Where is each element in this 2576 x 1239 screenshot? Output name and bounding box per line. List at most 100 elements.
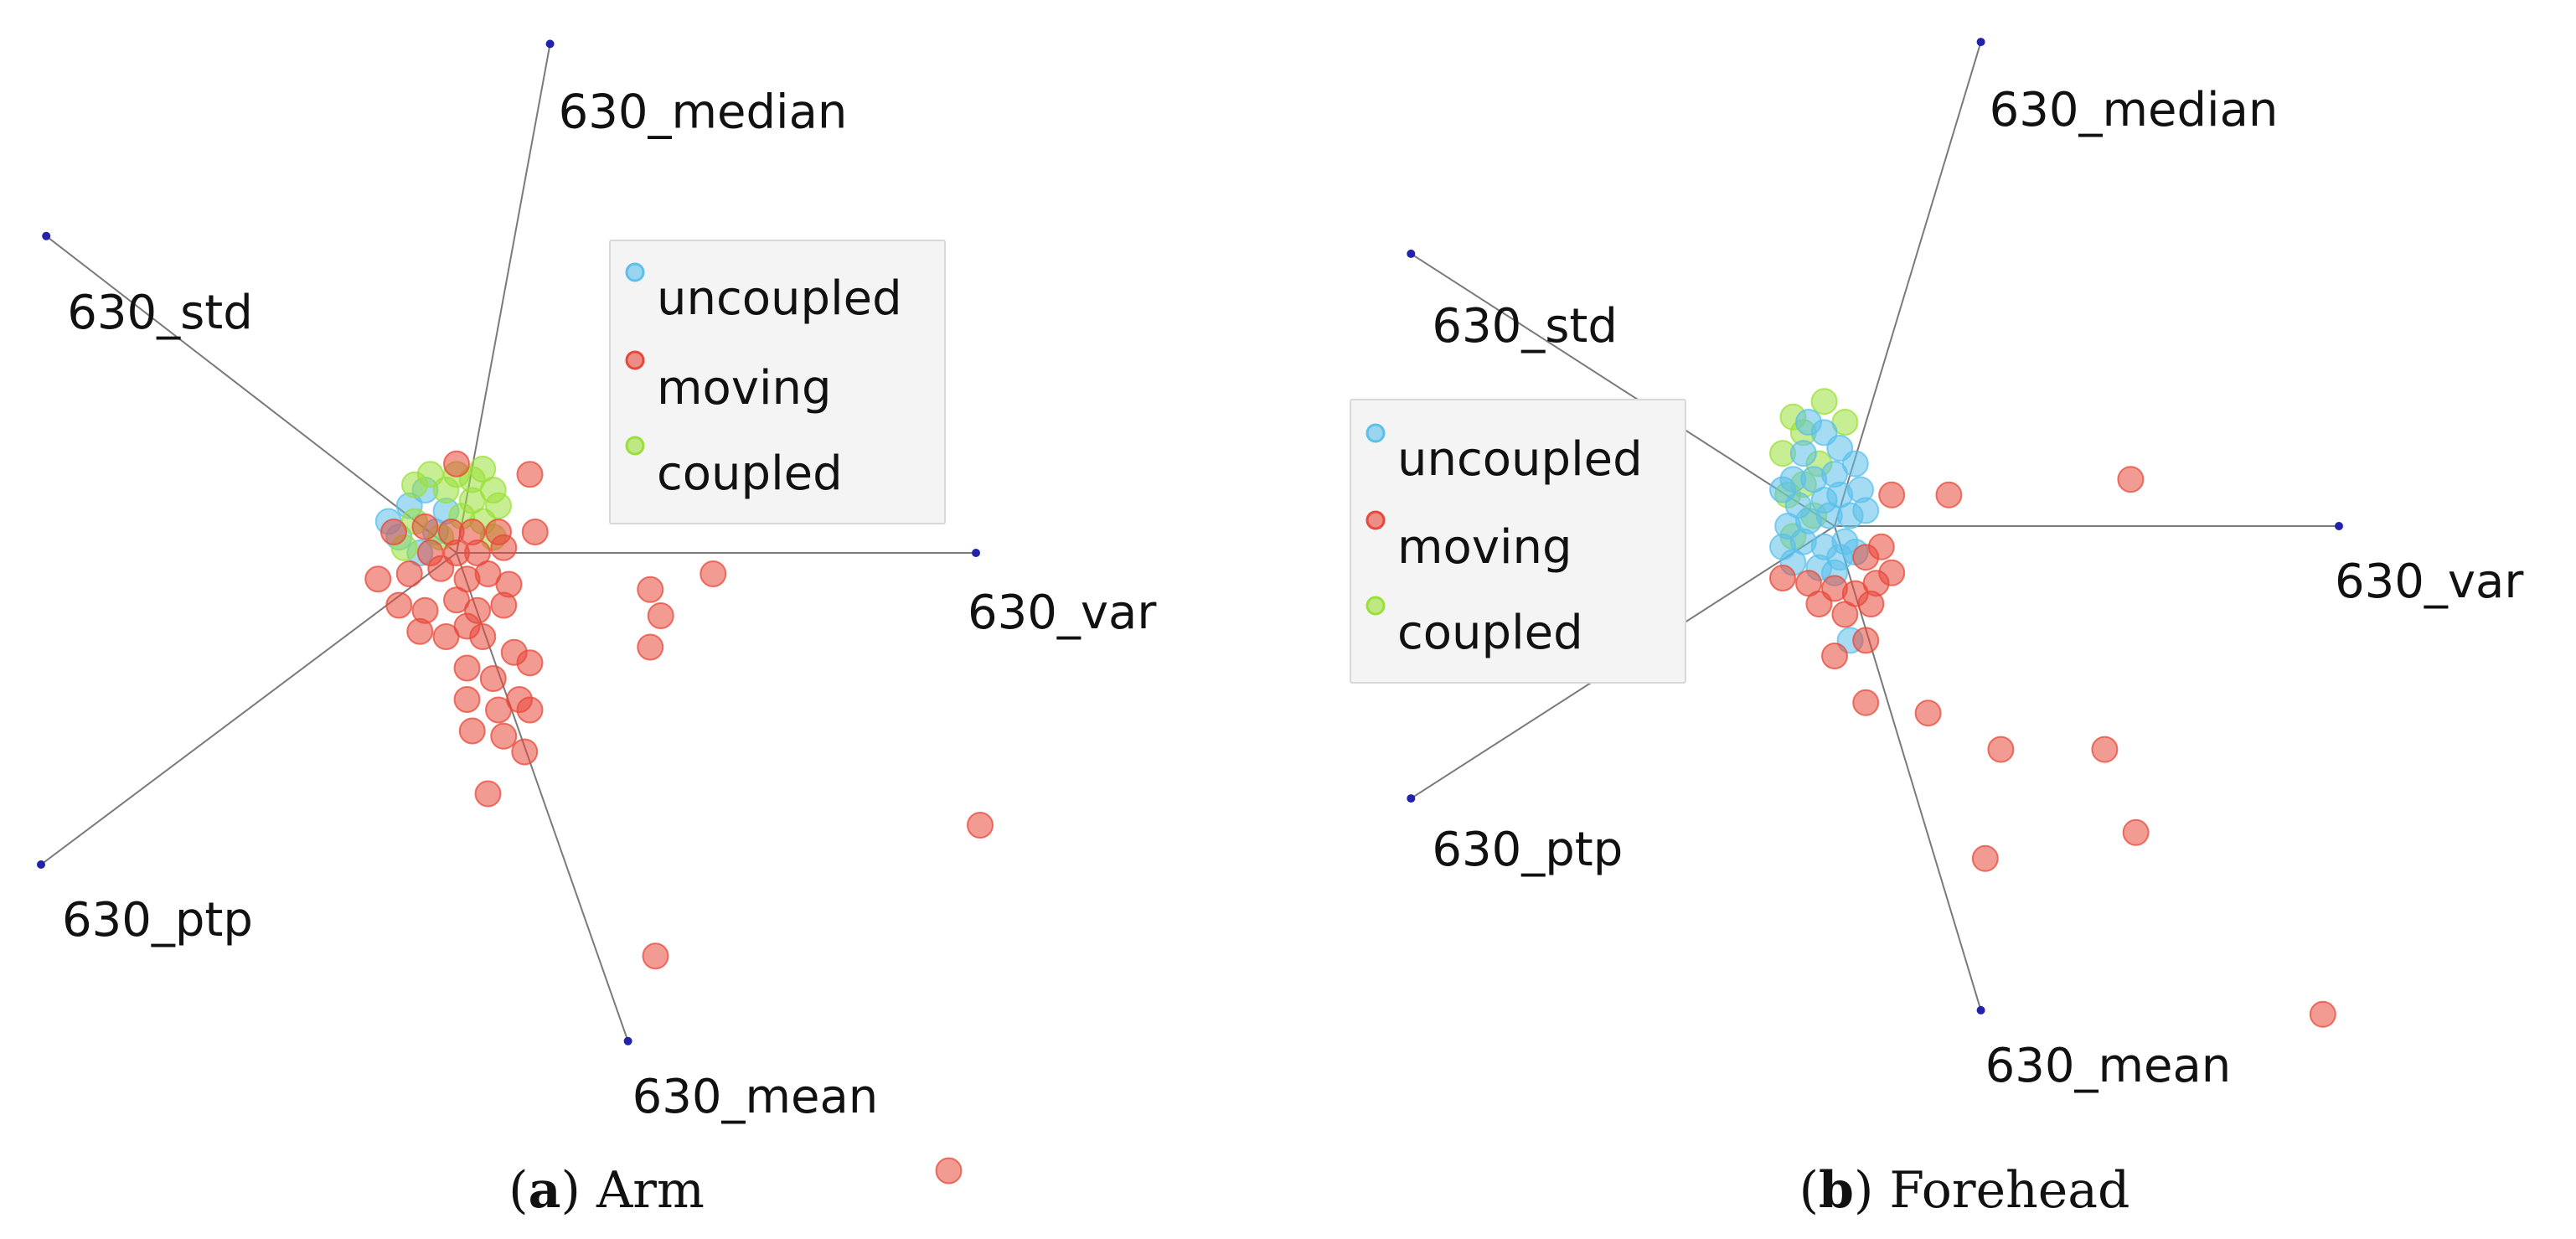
point-moving-22 xyxy=(2309,1000,2336,1028)
point-moving-17 xyxy=(1914,700,1942,727)
points-layer xyxy=(1769,388,2336,1028)
point-uncoupled-2 xyxy=(1795,409,1822,436)
axis-anchor-630_var xyxy=(2335,522,2343,530)
point-moving-43 xyxy=(967,812,994,839)
point-moving-13 xyxy=(395,560,423,587)
legend-marker-coupled xyxy=(1365,596,1386,616)
point-moving-38 xyxy=(474,780,502,808)
axis-line-630_median xyxy=(1834,41,1982,527)
legend-marker-uncoupled xyxy=(1365,423,1386,443)
axis-anchor-630_mean xyxy=(623,1036,632,1045)
point-moving-37 xyxy=(511,738,539,766)
point-moving-42 xyxy=(637,633,664,661)
axis-anchor-630_var xyxy=(972,549,980,557)
legend-label-moving: moving xyxy=(1397,520,1572,575)
point-moving-26 xyxy=(469,623,497,650)
legend-box xyxy=(1350,399,1686,684)
point-moving-2 xyxy=(380,519,407,545)
point-moving-5 xyxy=(1852,544,1880,571)
point-moving-30 xyxy=(479,665,507,692)
axis-label-630_median: 630_median xyxy=(1990,83,2279,137)
legend: uncoupled moving coupled xyxy=(1350,399,1686,684)
point-coupled-8 xyxy=(432,477,460,503)
legend-marker-moving xyxy=(1365,510,1386,530)
axis-label-630_median: 630_median xyxy=(559,85,848,139)
point-moving-11 xyxy=(490,534,518,561)
point-uncoupled-0 xyxy=(1789,440,1817,467)
axis-label-630_ptp: 630_ptp xyxy=(1432,823,1623,877)
axis-label-630_std: 630_std xyxy=(1432,299,1618,354)
point-moving-20 xyxy=(2122,818,2150,846)
axis-label-630_var: 630_var xyxy=(2335,555,2524,609)
point-moving-12 xyxy=(364,565,392,593)
point-moving-16 xyxy=(474,560,502,587)
point-moving-39 xyxy=(637,576,664,603)
point-moving-18 xyxy=(1987,736,2015,763)
point-coupled-1 xyxy=(1810,388,1838,416)
axis-label-630_mean: 630_mean xyxy=(1985,1039,2232,1093)
points-layer xyxy=(364,450,994,1185)
point-moving-19 xyxy=(2091,736,2119,763)
axis-anchor-630_ptp xyxy=(37,860,45,869)
point-moving-14 xyxy=(1852,627,1880,654)
legend-label-coupled: coupled xyxy=(657,447,843,501)
point-moving-1 xyxy=(516,461,544,488)
point-moving-6 xyxy=(1769,565,1796,591)
legend-label-uncoupled: uncoupled xyxy=(657,271,902,326)
legend-marker-coupled xyxy=(625,436,645,456)
point-moving-34 xyxy=(516,696,544,724)
point-moving-13 xyxy=(1857,591,1885,617)
legend-marker-uncoupled xyxy=(625,262,645,282)
point-moving-28 xyxy=(516,649,544,677)
axis-label-630_std: 630_std xyxy=(67,286,253,340)
point-moving-2 xyxy=(2117,466,2145,493)
axis-anchor-630_std xyxy=(1407,249,1416,258)
point-moving-0 xyxy=(443,450,470,478)
caption-title: Forehead xyxy=(1889,1161,2129,1220)
axes-layer: 630_median 630_std 630_var 630_ptp 630_mean xyxy=(1407,38,2524,1093)
point-moving-35 xyxy=(458,717,486,745)
axis-line-630_std xyxy=(45,235,457,554)
axis-anchor-630_mean xyxy=(1976,1005,1985,1014)
point-moving-24 xyxy=(432,623,460,650)
legend-label-moving: moving xyxy=(657,361,832,416)
axes-layer: 630_median 630_std 630_var 630_ptp 630_mean xyxy=(37,39,1157,1124)
axis-line-630_std xyxy=(1410,253,1835,527)
axis-label-630_ptp: 630_ptp xyxy=(62,893,253,947)
caption-letter: b xyxy=(1819,1161,1854,1220)
legend-marker-moving xyxy=(625,350,645,370)
legend: uncoupled moving coupled xyxy=(609,240,946,524)
point-moving-21 xyxy=(1971,844,1999,872)
point-moving-14 xyxy=(427,555,455,582)
point-moving-7 xyxy=(521,519,549,545)
axis-anchor-630_median xyxy=(1976,38,1985,47)
legend-label-uncoupled: uncoupled xyxy=(1397,432,1643,487)
point-moving-23 xyxy=(406,617,434,645)
point-moving-20 xyxy=(443,586,470,614)
point-moving-45 xyxy=(935,1157,963,1185)
point-uncoupled-17 xyxy=(1852,497,1880,524)
point-moving-36 xyxy=(490,722,518,750)
caption-arm: (a) Arm xyxy=(508,1161,705,1220)
point-moving-3 xyxy=(411,513,439,540)
point-moving-12 xyxy=(1831,601,1859,628)
caption-letter: a xyxy=(529,1161,561,1220)
panel-forehead: 630_median630_std630_var630_ptp630_mean … xyxy=(1350,38,2524,1220)
point-moving-41 xyxy=(699,560,727,587)
point-moving-15 xyxy=(1821,643,1848,669)
point-moving-18 xyxy=(385,591,413,619)
point-coupled-4 xyxy=(469,456,497,483)
axis-label-630_mean: 630_mean xyxy=(632,1070,879,1124)
point-uncoupled-7 xyxy=(1841,450,1869,478)
point-moving-1 xyxy=(1935,481,1963,509)
axis-label-630_var: 630_var xyxy=(968,586,1157,640)
point-moving-10 xyxy=(464,539,491,566)
caption-forehead: (b) Forehead xyxy=(1799,1161,2130,1220)
point-moving-32 xyxy=(453,686,481,713)
point-moving-29 xyxy=(453,654,481,682)
point-moving-16 xyxy=(1852,689,1880,716)
point-moving-44 xyxy=(642,942,669,970)
panel-arm: 630_median630_std630_var630_ptp630_mean … xyxy=(37,39,1157,1220)
axis-anchor-630_median xyxy=(545,39,555,49)
